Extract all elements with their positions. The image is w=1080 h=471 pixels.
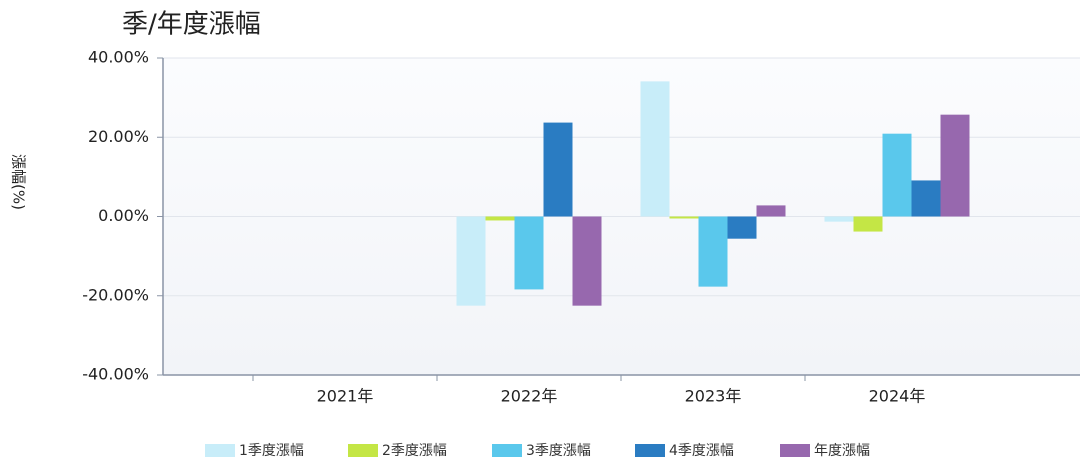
- y-tick-label: 0.00%: [98, 206, 149, 225]
- legend-label: 年度漲幅: [814, 443, 870, 459]
- legend-label: 4季度漲幅: [669, 443, 734, 459]
- legend-swatch: [348, 444, 378, 457]
- chart-title: 季/年度漲幅: [122, 10, 261, 40]
- bar: [911, 180, 941, 217]
- x-tick-label: 2022年: [501, 387, 558, 406]
- legend-label: 2季度漲幅: [382, 443, 447, 459]
- bar: [756, 205, 786, 217]
- y-tick-label: 40.00%: [88, 48, 149, 67]
- bar: [485, 216, 515, 221]
- y-tick-label: 20.00%: [88, 127, 149, 146]
- bar: [514, 216, 544, 290]
- bar: [882, 133, 912, 217]
- y-axis-label: 漲幅(%): [10, 154, 28, 210]
- bar: [853, 216, 883, 232]
- bar: [669, 216, 699, 219]
- legend-label: 3季度漲幅: [526, 443, 591, 459]
- bar: [572, 216, 602, 306]
- legend-swatch: [780, 444, 810, 457]
- legend-swatch: [492, 444, 522, 457]
- bar: [456, 216, 486, 306]
- legend-swatch: [635, 444, 665, 457]
- legend-swatch: [205, 444, 235, 457]
- bar: [640, 81, 670, 217]
- legend-label: 1季度漲幅: [239, 443, 304, 459]
- y-tick-label: -40.00%: [82, 365, 149, 384]
- bar: [698, 216, 728, 287]
- bar: [543, 122, 573, 217]
- bar: [940, 114, 970, 217]
- y-tick-label: -20.00%: [82, 285, 149, 304]
- x-tick-label: 2021年: [317, 387, 374, 406]
- x-tick-label: 2023年: [685, 387, 742, 406]
- bar: [727, 216, 757, 239]
- bar: [824, 216, 854, 222]
- x-tick-label: 2024年: [869, 387, 926, 406]
